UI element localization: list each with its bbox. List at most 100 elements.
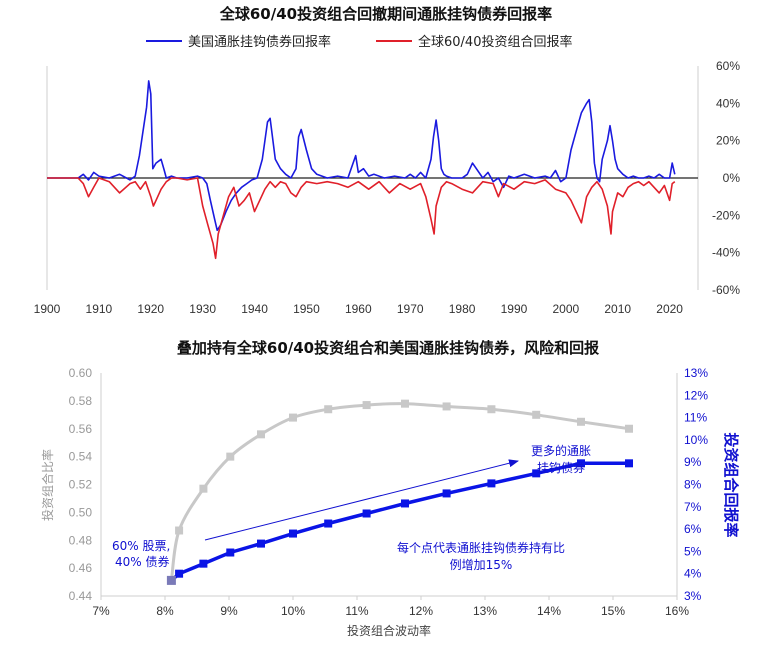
chart1-series [47,80,698,260]
chart2-y-right-tick-10: 3% [684,589,702,603]
chart2-x-axis-label: 投资组合波动率 [347,623,431,638]
chart2-x-tick-0: 7% [92,604,110,618]
return-marker-13 [625,459,633,468]
return-marker-4 [257,539,265,548]
chart2-y-left-tick-1: 0.58 [69,394,93,408]
chart2-y-left-tick-8: 0.44 [69,589,93,603]
chart2-y-left-tick-3: 0.54 [69,450,93,464]
chart2-y-left-tick-2: 0.56 [69,422,93,436]
chart2-x-tick-1: 8% [156,604,174,618]
tips-return-line [47,80,676,232]
ratio-marker-2 [199,484,208,493]
portfolio-return-line [47,177,676,260]
chart1-x-tick-1990: 1990 [501,302,528,316]
return-marker-5 [289,529,297,538]
chart2-x-tick-4: 11% [345,604,368,618]
return-marker-7 [362,509,371,518]
chart1-y-tick-6: -60% [712,283,740,297]
chart1-x-tick-2020: 2020 [656,302,683,316]
chart1-x-ticks: 1900 1910 1920 1930 1940 1950 1960 1970 1980 1990… [34,302,684,316]
chart1-x-tick-1960: 1960 [345,302,372,316]
return-marker-10 [487,479,496,488]
annotation-start: 60% 股票, 40% 债券 [112,539,170,569]
chart2-y-right-tick-3: 10% [684,433,708,447]
chart2-series [166,399,633,585]
return-marker-6 [324,519,333,528]
chart2-y-right-tick-2: 11% [684,411,707,425]
chart1-x-tick-1950: 1950 [293,302,320,316]
chart2-y-right-ticks: 13% 12% 11% 10% 9% 8% 7% 6% 5% 4% 3% [684,366,708,603]
start-point-marker [166,575,176,585]
legend-portfolio-label: 全球60/40投资组合回报率 [418,34,572,50]
chart2-y-right-tick-4: 9% [684,455,702,469]
chart1-title: 全球60/40投资组合回撤期间通胀挂钩债券回报率 [219,5,552,23]
chart1-x-tick-1970: 1970 [397,302,424,316]
chart2-y-right-tick-1: 12% [684,388,708,402]
chart2-y-left-tick-4: 0.52 [69,478,93,492]
chart1-x-tick-1930: 1930 [189,302,216,316]
annotation-start-line2: 40% 债券 [115,554,170,569]
chart2-x-tick-5: 12% [409,604,433,618]
chart1-x-tick-1920: 1920 [137,302,164,316]
chart2-y-right-tick-6: 7% [684,500,702,514]
ratio-marker-10 [487,405,496,414]
annotation-note: 每个点代表通胀挂钩债券持有比 例增加15% [397,540,565,572]
chart2-y-right-tick-5: 8% [684,478,702,492]
chart1-x-tick-1900: 1900 [34,302,61,316]
chart2-x-ticks: 7% 8% 9% 10% 11% 12% 13% 14% 15% 16% [92,596,689,618]
chart2-y-left-label: 投资组合比率 [40,449,55,521]
return-marker-9 [442,489,451,498]
chart1-y-ticks: 60% 40% 20% 0% -20% -40% -60% [712,59,740,297]
ratio-marker-4 [257,430,265,439]
chart1-y-tick-2: 20% [716,134,740,148]
annotation-arrow-line1: 更多的通胀 [531,443,591,458]
chart2-y-left-ticks: 0.60 0.58 0.56 0.54 0.52 0.50 0.48 0.46 0.44 [69,366,93,603]
chart2-y-right-tick-7: 6% [684,522,702,536]
ratio-marker-3 [226,452,235,461]
chart1-y-tick-4: -20% [712,208,740,222]
chart2-y-left-tick-6: 0.48 [69,533,93,547]
chart2-x-tick-2: 9% [220,604,238,618]
trend-arrow [204,459,519,541]
chart2-y-right-tick-9: 4% [684,567,702,581]
chart2-y-left-tick-7: 0.46 [69,561,93,575]
chart2-x-tick-8: 15% [601,604,625,618]
return-marker-12 [577,459,585,468]
annotation-start-line1: 60% 股票, [112,539,170,553]
ratio-marker-7 [362,401,371,410]
annotation-arrow: 更多的通胀 挂钩债券 [531,443,591,475]
ratio-marker-1 [175,526,184,535]
chart1-y-tick-3: 0% [723,171,741,185]
chart1-y-tick-5: -40% [712,246,740,260]
annotation-note-line2: 例增加15% [450,558,513,572]
chart2-x-tick-9: 16% [665,604,689,618]
chart1-y-tick-0: 60% [716,59,740,73]
chart2-x-tick-6: 13% [473,604,497,618]
chart1-x-tick-1910: 1910 [86,302,113,316]
return-marker-3 [226,548,235,557]
chart1-y-tick-1: 40% [716,96,740,110]
chart1-x-tick-2010: 2010 [604,302,631,316]
chart2-y-right-label: 投资组合回报率 [722,432,740,537]
chart1-x-tick-1940: 1940 [241,302,268,316]
ratio-marker-12 [577,417,585,426]
annotation-note-line1: 每个点代表通胀挂钩债券持有比 [397,540,565,555]
chart2-y-left-tick-5: 0.50 [69,505,93,519]
annotation-arrow-line2: 挂钩债券 [537,460,585,475]
return-marker-1 [175,569,184,578]
chart2-x-tick-7: 14% [537,604,561,618]
chart2-title: 叠加持有全球60/40投资组合和美国通胀挂钩债券，风险和回报 [177,339,599,357]
return-marker-2 [199,559,208,568]
ratio-marker-6 [324,405,333,414]
return-marker-8 [401,499,409,508]
chart2-y-left-tick-0: 0.60 [69,366,93,380]
legend-tips-label: 美国通胀挂钩债券回报率 [188,34,331,50]
ratio-marker-13 [625,424,633,433]
ratio-marker-5 [289,413,297,422]
chart2-y-right-tick-0: 13% [684,366,708,380]
chart2-y-right-tick-8: 5% [684,544,702,558]
chart2-plot-frame [100,373,678,597]
ratio-marker-8 [401,399,409,408]
return-line [170,461,629,582]
